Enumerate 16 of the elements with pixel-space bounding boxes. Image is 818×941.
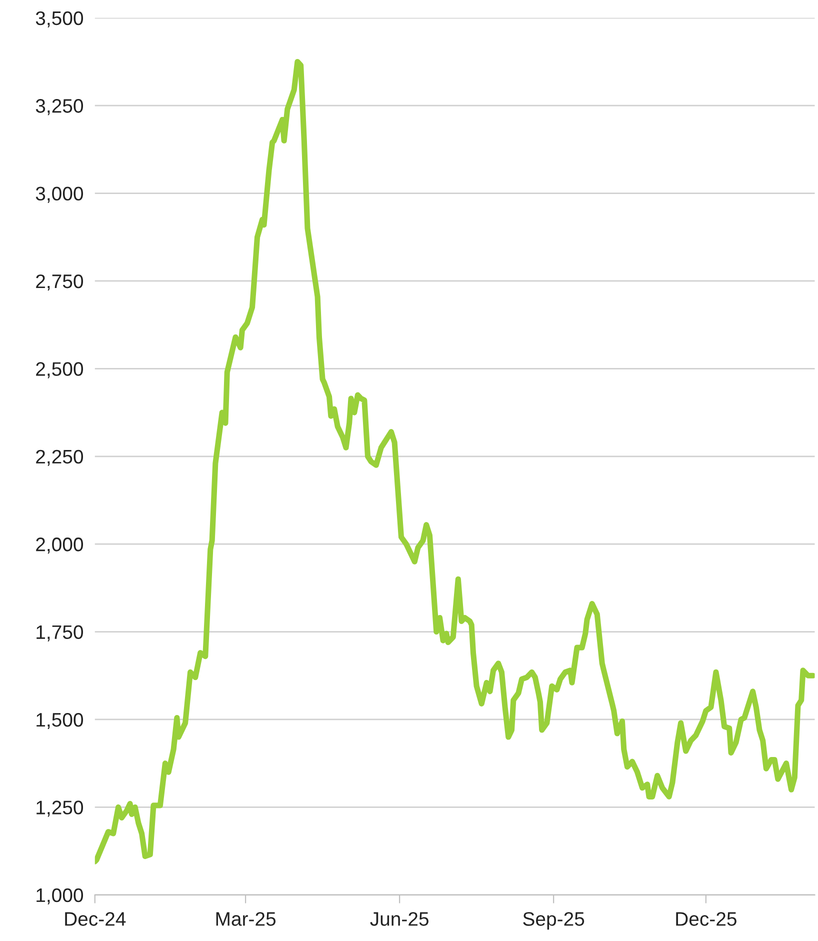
y-tick-label: 1,500 xyxy=(36,712,84,730)
x-tick-label: Jun-25 xyxy=(370,912,428,926)
x-tick-label: Dec-24 xyxy=(65,912,126,926)
y-tick-label: 1,000 xyxy=(36,888,84,904)
y-tick-label: 2,000 xyxy=(36,538,84,554)
y-tick-label: 2,250 xyxy=(36,450,84,466)
y-tick-label: 3,250 xyxy=(36,99,84,116)
x-tick-label: Mar-25 xyxy=(216,912,276,926)
x-tick-label: Sep-25 xyxy=(523,912,584,930)
y-tick-label: 1,250 xyxy=(36,800,84,817)
y-tick-label: 2,500 xyxy=(36,362,84,378)
y-tick-label: 3,500 xyxy=(36,11,84,28)
y-tick-label: 2,750 xyxy=(36,274,84,291)
x-tick-label: Dec-25 xyxy=(676,912,736,926)
y-tick-label: 1,750 xyxy=(36,625,84,642)
y-tick-label: 3,000 xyxy=(36,186,84,203)
